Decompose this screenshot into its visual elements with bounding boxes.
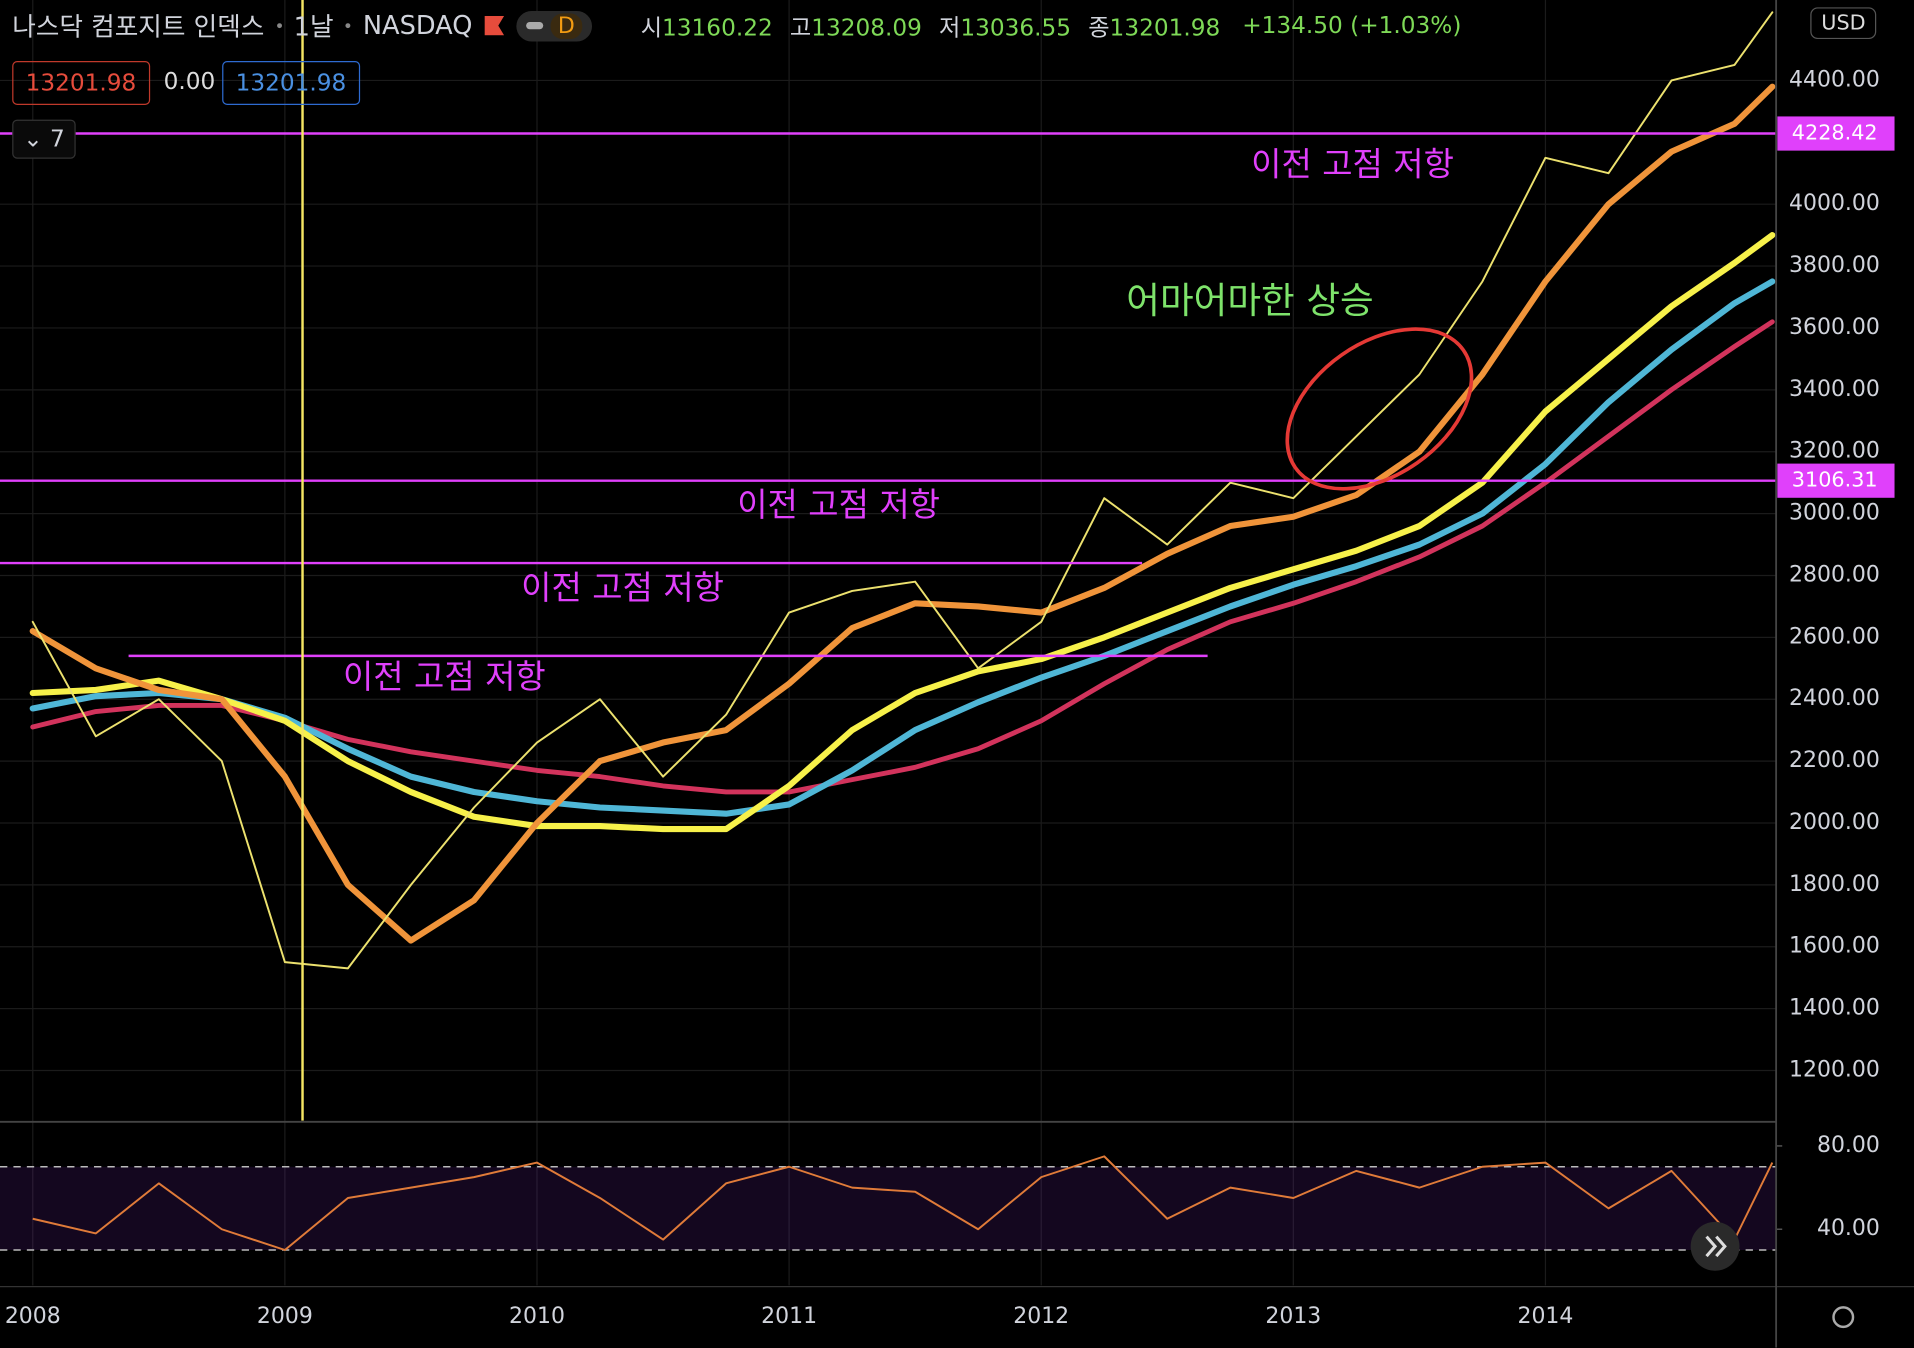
y-tick-label: 2000.00 [1789, 810, 1880, 835]
price-tag-label: 3106.31 [1792, 468, 1878, 492]
ohlc-value: 13036.55 [960, 14, 1072, 41]
series-line [29, 232, 1776, 833]
y-tick-label: 1600.00 [1789, 934, 1880, 959]
y-tick-label: 4400.00 [1789, 67, 1880, 92]
oscillator-line [32, 1155, 1774, 1251]
indicator-count: 7 [50, 125, 65, 153]
scroll-icon [1705, 1235, 1727, 1258]
ohlc-value: 13201.98 [1109, 14, 1221, 41]
ohlc-label: 고 [789, 14, 812, 41]
toggle[interactable]: D [516, 10, 592, 41]
ohlc-label: 종 [1088, 14, 1110, 41]
y-tick-label: 1800.00 [1789, 872, 1880, 897]
price-tag [1777, 463, 1895, 498]
y-tick-label: 1200.00 [1789, 1057, 1880, 1082]
y-tick-label: 2200.00 [1789, 748, 1880, 773]
input-box[interactable]: 13201.98 [222, 61, 360, 105]
input-box[interactable]: 13201.98 [12, 61, 150, 105]
flag-icon[interactable] [484, 15, 505, 36]
exchange: NASDAQ [362, 10, 473, 41]
ohlc-label: 저 [939, 14, 961, 41]
y-tick-label: 3800.00 [1789, 253, 1880, 278]
oscillator-pane [0, 1123, 1777, 1286]
data-layer [0, 0, 1777, 1251]
x-tick-label: 2013 [1265, 1304, 1321, 1329]
annotation: 이전 고점 저항 [521, 568, 724, 607]
x-tick-label: 2014 [1517, 1304, 1573, 1329]
annotation: 이전 고점 저항 [737, 485, 940, 524]
annotation: 어마어마한 상승 [1126, 279, 1373, 322]
y-tick-label: 3400.00 [1789, 377, 1880, 402]
y-tick-label: 3600.00 [1789, 315, 1880, 340]
y-tick-label: 2400.00 [1789, 686, 1880, 711]
ohlc: 시13160.22 고13208.09 저13036.55 종13201.98 [641, 9, 1230, 42]
oscillator-tick-label: 80.00 [1817, 1133, 1880, 1158]
annotation: 이전 고점 저항 [343, 657, 546, 696]
badge: D [550, 12, 583, 39]
price-tag [1777, 116, 1895, 151]
series-line [29, 278, 1776, 817]
y-tick-label: 2600.00 [1789, 624, 1880, 649]
y-tick-label: 3000.00 [1789, 501, 1880, 526]
x-tick-label: 2011 [761, 1304, 817, 1329]
ohlc-value: 13160.22 [662, 14, 773, 41]
separator [276, 23, 282, 29]
oscillator-tick-label: 40.00 [1817, 1216, 1880, 1241]
y-tick-label: 1400.00 [1789, 996, 1880, 1021]
y-tick-label: 3200.00 [1789, 439, 1880, 464]
series-line [30, 319, 1775, 795]
symbol-title: 나스닥 컴포지트 인덱스 [12, 12, 265, 42]
header: 나스닥 컴포지트 인덱스 1날 NASDAQ D 시13160.22 고1320… [12, 7, 1461, 44]
x-tick-label: 2012 [1013, 1304, 1069, 1329]
change: +134.50 (+1.03%) [1242, 12, 1462, 40]
ohlc-value: 13208.09 [811, 14, 922, 41]
oscillator-band [0, 1166, 1777, 1251]
x-tick-label: 2008 [5, 1304, 61, 1329]
ohlc-label: 시 [640, 14, 663, 41]
annotation: 이전 고점 저항 [1251, 145, 1454, 184]
series-line [29, 83, 1776, 944]
currency[interactable]: USD [1810, 7, 1877, 40]
label-layer: 2008 2009 2010 2011 2012 2013 2014 1200.00 1400.… [5, 67, 1895, 1329]
separator [345, 23, 351, 29]
highlight-ellipse [1285, 327, 1474, 491]
x-tick-label: 2010 [509, 1304, 565, 1329]
settings-icon[interactable] [1832, 1306, 1855, 1329]
price-tag-label: 4228.42 [1792, 121, 1878, 145]
y-tick-label: 2800.00 [1789, 562, 1880, 587]
y-tick-label: 4000.00 [1789, 191, 1880, 216]
input-text: 0.00 [163, 68, 216, 96]
interval[interactable]: 1날 [293, 12, 334, 42]
indicator-toggle[interactable]: ⌄ 7 [12, 119, 76, 159]
series-line [31, 11, 1774, 970]
x-tick-label: 2009 [257, 1304, 313, 1329]
